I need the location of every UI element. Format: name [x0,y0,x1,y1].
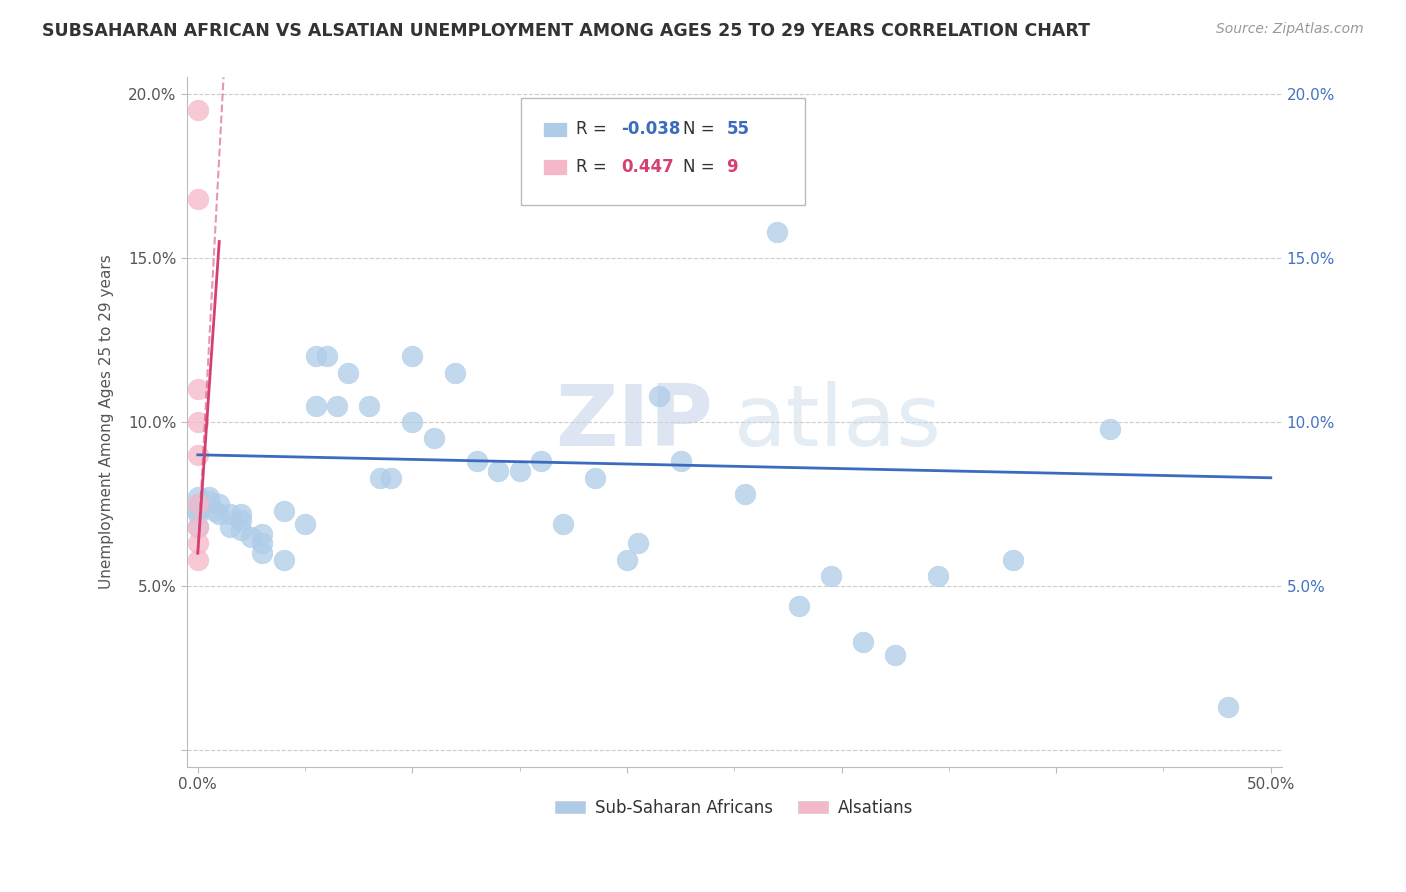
Point [648,389,671,403]
Text: R =: R = [575,158,612,176]
Point [315,350,337,364]
Point [187,497,209,511]
Point [240,530,263,544]
Point [250,526,273,541]
Point [250,546,273,560]
Point [486,464,509,478]
Point [219,507,242,521]
Point [187,448,209,462]
Point [583,471,606,485]
Point [337,366,360,380]
Text: ZIP: ZIP [554,381,713,464]
Point [187,192,209,206]
Point [187,520,209,534]
Point [787,599,810,613]
Point [305,350,328,364]
Point [187,536,209,550]
Point [187,491,209,505]
Point [927,569,949,583]
Point [766,225,789,239]
FancyBboxPatch shape [520,98,806,205]
Legend: Sub-Saharan Africans, Alsatians: Sub-Saharan Africans, Alsatians [548,792,920,823]
Point [380,471,402,485]
Point [250,536,273,550]
Point [187,503,209,517]
Point [187,382,209,396]
Point [273,503,295,517]
Text: N =: N = [683,158,720,176]
Point [401,415,423,429]
Text: Source: ZipAtlas.com: Source: ZipAtlas.com [1216,22,1364,37]
Point [204,503,226,517]
Point [229,513,252,527]
Point [1002,553,1025,567]
Point [187,507,209,521]
Point [509,464,531,478]
Point [616,553,638,567]
Point [208,507,231,521]
Point [187,415,209,429]
Point [219,520,242,534]
Point [305,399,328,413]
Point [723,159,745,173]
Point [627,536,650,550]
Text: N =: N = [683,120,720,138]
Text: R =: R = [575,120,612,138]
Point [669,454,692,468]
Text: 55: 55 [727,120,749,138]
Point [197,491,219,505]
Point [368,471,391,485]
Point [229,507,252,521]
Point [852,635,875,649]
Point [229,523,252,537]
Text: SUBSAHARAN AFRICAN VS ALSATIAN UNEMPLOYMENT AMONG AGES 25 TO 29 YEARS CORRELATIO: SUBSAHARAN AFRICAN VS ALSATIAN UNEMPLOYM… [42,22,1090,40]
Point [551,516,574,531]
Point [359,399,381,413]
FancyBboxPatch shape [543,160,567,175]
Point [401,350,423,364]
Point [273,553,295,567]
Point [187,497,209,511]
Point [1216,700,1239,714]
Point [820,569,842,583]
Point [465,454,488,468]
Text: atlas: atlas [734,381,942,464]
Text: 0.447: 0.447 [621,158,675,176]
Point [444,366,467,380]
Point [187,553,209,567]
Point [884,648,907,662]
Point [530,454,553,468]
FancyBboxPatch shape [543,121,567,136]
Y-axis label: Unemployment Among Ages 25 to 29 years: Unemployment Among Ages 25 to 29 years [100,254,114,590]
Point [734,487,756,501]
Point [326,399,349,413]
Text: 9: 9 [727,158,738,176]
Point [208,497,231,511]
Point [423,431,446,445]
Point [187,103,209,118]
Point [1098,421,1121,435]
Point [294,516,316,531]
Point [187,520,209,534]
Point [197,493,219,508]
Text: -0.038: -0.038 [621,120,681,138]
